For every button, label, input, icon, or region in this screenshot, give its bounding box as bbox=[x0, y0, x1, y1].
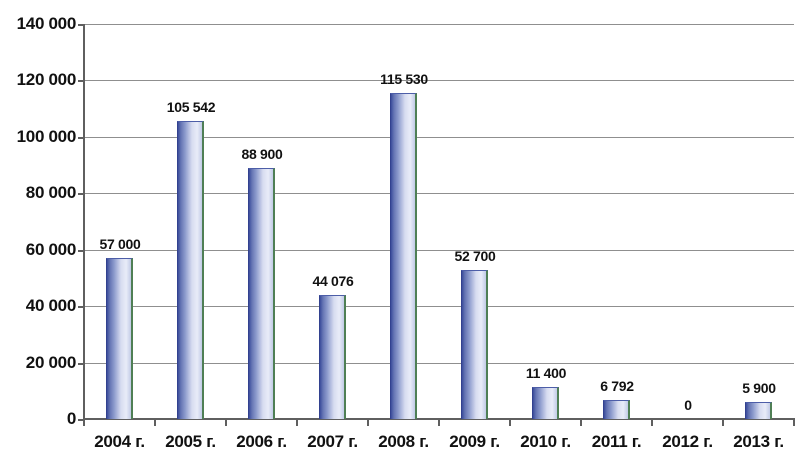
y-axis-tick-label: 100 000 bbox=[16, 126, 77, 146]
x-axis-tick bbox=[722, 419, 724, 426]
y-axis-tick bbox=[78, 24, 84, 26]
bar bbox=[319, 295, 346, 419]
y-axis-tick-label: 0 bbox=[66, 409, 76, 428]
x-axis-category-label: 2010 г. bbox=[520, 432, 571, 451]
bar bbox=[532, 387, 559, 419]
y-axis-tick bbox=[78, 250, 84, 252]
y-axis-line bbox=[83, 24, 85, 421]
y-axis-tick bbox=[78, 193, 84, 195]
x-axis-tick bbox=[296, 419, 298, 426]
gridline bbox=[84, 137, 794, 138]
gridline bbox=[84, 24, 794, 25]
x-axis-category-label: 2005 г. bbox=[165, 432, 216, 451]
y-axis-tick bbox=[78, 419, 84, 421]
gridline bbox=[84, 363, 794, 364]
x-axis-tick bbox=[225, 419, 227, 426]
bar bbox=[248, 168, 275, 419]
y-axis-tick-label: 120 000 bbox=[16, 70, 77, 90]
gridline bbox=[84, 306, 794, 307]
gridline bbox=[84, 250, 794, 251]
bar bbox=[106, 258, 133, 419]
y-axis-tick-label: 60 000 bbox=[25, 239, 77, 259]
x-axis-category-label: 2008 г. bbox=[378, 432, 429, 451]
bar-value-label: 105 542 bbox=[166, 99, 216, 115]
bar bbox=[177, 121, 204, 419]
x-axis-tick bbox=[438, 419, 440, 426]
bar bbox=[603, 400, 630, 419]
y-axis-tick-label: 140 000 bbox=[16, 14, 77, 33]
x-axis-category-label: 2007 г. bbox=[307, 432, 358, 451]
x-axis-tick bbox=[651, 419, 653, 426]
x-axis-tick bbox=[509, 419, 511, 426]
y-axis-tick bbox=[78, 80, 84, 82]
bar-value-label: 44 076 bbox=[312, 273, 354, 289]
bar bbox=[390, 93, 417, 419]
x-axis-tick bbox=[83, 419, 85, 426]
bar-value-label: 57 000 bbox=[99, 236, 141, 252]
x-axis-category-label: 2011 г. bbox=[591, 432, 642, 451]
bar bbox=[745, 402, 772, 419]
x-axis-category-label: 2004 г. bbox=[94, 432, 145, 451]
x-axis-tick bbox=[154, 419, 156, 426]
bar-value-label: 88 900 bbox=[241, 146, 283, 162]
y-axis-tick-label: 40 000 bbox=[25, 296, 77, 316]
x-axis-tick bbox=[367, 419, 369, 426]
gridline bbox=[84, 193, 794, 194]
x-axis-category-label: 2006 г. bbox=[236, 432, 287, 451]
x-axis-category-label: 2012 г. bbox=[662, 432, 713, 451]
bar-value-label: 5 900 bbox=[742, 380, 776, 396]
bar-value-label: 115 530 bbox=[380, 71, 428, 87]
x-axis-tick bbox=[580, 419, 582, 426]
y-axis-tick-label: 20 000 bbox=[25, 352, 77, 372]
x-axis-category-label: 2013 г. bbox=[733, 432, 784, 451]
bar-value-label: 6 792 bbox=[600, 378, 634, 394]
bar bbox=[461, 270, 488, 419]
y-axis-tick bbox=[78, 137, 84, 139]
y-axis-tick bbox=[78, 363, 84, 365]
bar-value-label: 52 700 bbox=[454, 248, 496, 264]
x-axis-category-label: 2009 г. bbox=[449, 432, 500, 451]
bar-value-label: 0 bbox=[684, 397, 692, 413]
y-axis-tick-label: 80 000 bbox=[25, 183, 77, 203]
bar-value-label: 11 400 bbox=[525, 365, 567, 381]
gridline bbox=[84, 80, 794, 81]
y-axis-tick bbox=[78, 306, 84, 308]
x-axis-tick bbox=[793, 419, 795, 426]
